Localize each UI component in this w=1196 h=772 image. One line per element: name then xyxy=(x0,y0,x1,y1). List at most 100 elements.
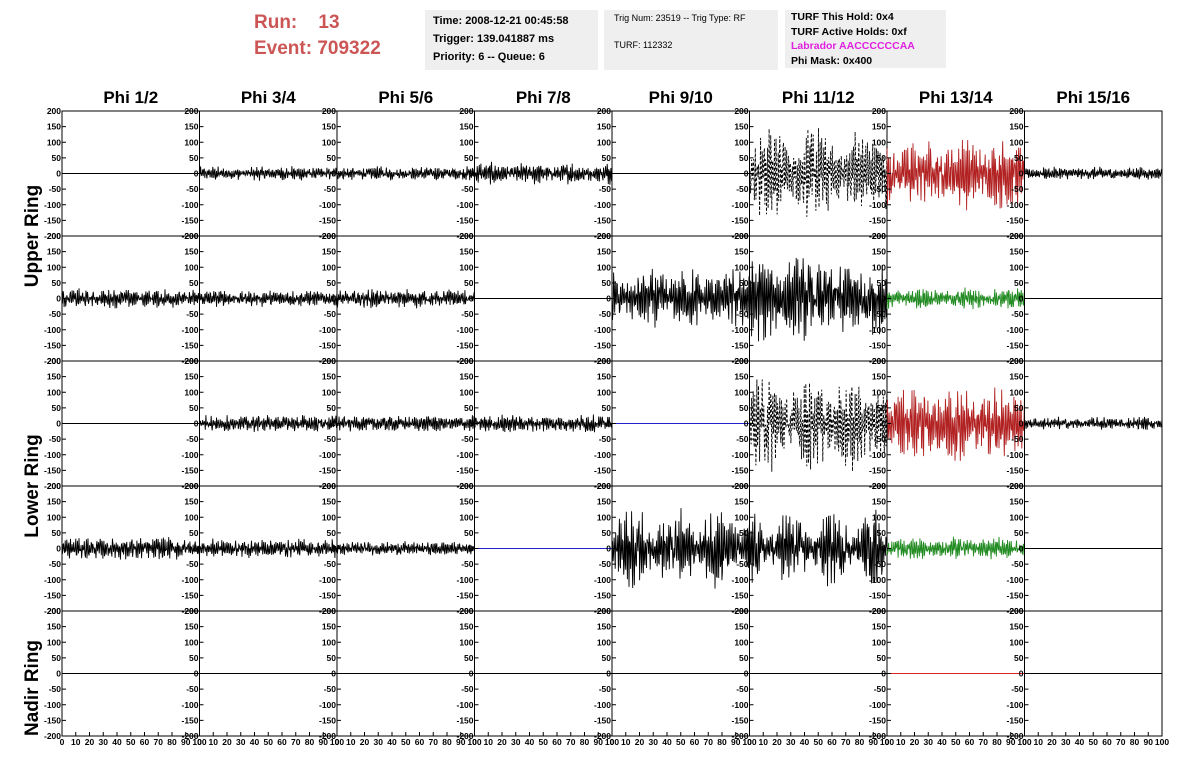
y-tick-label: -150 xyxy=(181,465,198,475)
y-tick-label: -100 xyxy=(869,575,886,585)
y-tick-label: -150 xyxy=(1006,715,1023,725)
y-tick-label: 50 xyxy=(52,528,62,538)
y-tick-label: 150 xyxy=(322,622,336,632)
y-tick-label: -150 xyxy=(456,715,473,725)
y-tick-label: -200 xyxy=(1006,606,1023,616)
turf-line: TURF: 112332 xyxy=(614,40,673,50)
y-tick-label: -50 xyxy=(874,309,887,319)
y-tick-label: 50 xyxy=(877,653,887,663)
y-tick-label: 0 xyxy=(469,669,474,679)
y-tick-label: 150 xyxy=(1009,497,1023,507)
x-tick-label: 10 xyxy=(759,737,769,747)
x-tick-label: 60 xyxy=(552,737,562,747)
y-tick-label: -150 xyxy=(319,465,336,475)
x-tick-label: 70 xyxy=(841,737,851,747)
y-tick-label: -100 xyxy=(456,575,473,585)
y-tick-label: 100 xyxy=(184,387,198,397)
x-tick-label: 0 xyxy=(472,737,477,747)
y-tick-label: 200 xyxy=(597,356,611,366)
x-tick-label: 30 xyxy=(99,737,109,747)
turf-hold-line: TURF This Hold: 0x4 xyxy=(791,11,894,23)
x-tick-label: 100 xyxy=(330,737,344,747)
waveform-trace xyxy=(886,139,1025,211)
y-tick-label: 0 xyxy=(606,544,611,554)
y-tick-label: -200 xyxy=(1006,356,1023,366)
column-header: Phi 5/6 xyxy=(378,88,433,107)
y-tick-label: -150 xyxy=(319,215,336,225)
run-event-block: Run: 13 Event: 709322 xyxy=(254,10,381,62)
y-tick-label: -200 xyxy=(181,481,198,491)
y-tick-label: 100 xyxy=(734,387,748,397)
y-tick-label: -100 xyxy=(181,325,198,335)
x-tick-label: 50 xyxy=(401,737,411,747)
y-tick-label: 50 xyxy=(327,278,337,288)
y-tick-label: 50 xyxy=(1014,278,1024,288)
y-tick-label: -100 xyxy=(319,325,336,335)
y-tick-label: 0 xyxy=(331,419,336,429)
waveform-trace xyxy=(199,166,338,181)
x-tick-label: 50 xyxy=(1089,737,1099,747)
x-tick-label: 90 xyxy=(319,737,329,747)
y-tick-label: -150 xyxy=(731,465,748,475)
y-tick-label: 200 xyxy=(322,481,336,491)
y-tick-label: -100 xyxy=(181,700,198,710)
y-tick-label: 200 xyxy=(597,231,611,241)
y-tick-label: 0 xyxy=(56,419,61,429)
y-tick-label: 200 xyxy=(872,481,886,491)
waveform-trace xyxy=(886,536,1025,560)
y-tick-label: -150 xyxy=(731,340,748,350)
y-tick-label: -150 xyxy=(594,590,611,600)
y-tick-label: -150 xyxy=(319,340,336,350)
y-tick-label: 100 xyxy=(184,262,198,272)
column-header: Phi 9/10 xyxy=(649,88,713,107)
x-tick-label: 60 xyxy=(965,737,975,747)
y-tick-label: 100 xyxy=(734,137,748,147)
y-tick-label: -50 xyxy=(461,309,474,319)
y-tick-label: 50 xyxy=(52,653,62,663)
y-tick-label: -150 xyxy=(869,340,886,350)
y-tick-label: 200 xyxy=(47,231,61,241)
waveform-trace xyxy=(749,257,888,342)
y-tick-label: -200 xyxy=(44,356,61,366)
x-tick-label: 10 xyxy=(621,737,631,747)
y-tick-label: 150 xyxy=(1009,122,1023,132)
y-tick-label: -50 xyxy=(49,559,62,569)
run-label: Run: xyxy=(254,12,298,33)
y-tick-label: 100 xyxy=(322,512,336,522)
y-tick-label: -50 xyxy=(599,434,612,444)
x-tick-label: 20 xyxy=(772,737,782,747)
column-header: Phi 11/12 xyxy=(782,88,855,107)
y-tick-label: -100 xyxy=(731,200,748,210)
x-tick-label: 60 xyxy=(1102,737,1112,747)
y-tick-label: -100 xyxy=(594,700,611,710)
y-tick-label: 0 xyxy=(744,419,749,429)
x-tick-label: 20 xyxy=(910,737,920,747)
y-tick-label: -200 xyxy=(731,606,748,616)
column-header: Phi 7/8 xyxy=(516,88,571,107)
y-tick-label: 0 xyxy=(606,419,611,429)
x-tick-label: 60 xyxy=(827,737,837,747)
y-tick-label: 200 xyxy=(734,356,748,366)
y-tick-label: 150 xyxy=(322,372,336,382)
x-tick-label: 100 xyxy=(880,737,894,747)
y-tick-label: 150 xyxy=(597,622,611,632)
y-tick-label: 100 xyxy=(597,262,611,272)
y-tick-label: 50 xyxy=(739,403,749,413)
y-tick-label: -100 xyxy=(594,200,611,210)
y-tick-label: -200 xyxy=(869,356,886,366)
y-tick-label: 150 xyxy=(47,372,61,382)
y-tick-label: -200 xyxy=(869,731,886,741)
y-tick-label: 50 xyxy=(739,528,749,538)
y-tick-label: 100 xyxy=(47,137,61,147)
y-tick-label: -200 xyxy=(456,356,473,366)
y-tick-label: -100 xyxy=(1006,700,1023,710)
y-tick-label: 150 xyxy=(872,622,886,632)
y-tick-label: 0 xyxy=(744,169,749,179)
y-tick-label: -100 xyxy=(1006,575,1023,585)
y-tick-label: 200 xyxy=(1009,106,1023,116)
y-tick-label: -150 xyxy=(44,590,61,600)
y-tick-label: 100 xyxy=(1009,387,1023,397)
y-tick-label: 100 xyxy=(459,512,473,522)
y-tick-label: 50 xyxy=(739,653,749,663)
y-tick-label: 200 xyxy=(184,106,198,116)
